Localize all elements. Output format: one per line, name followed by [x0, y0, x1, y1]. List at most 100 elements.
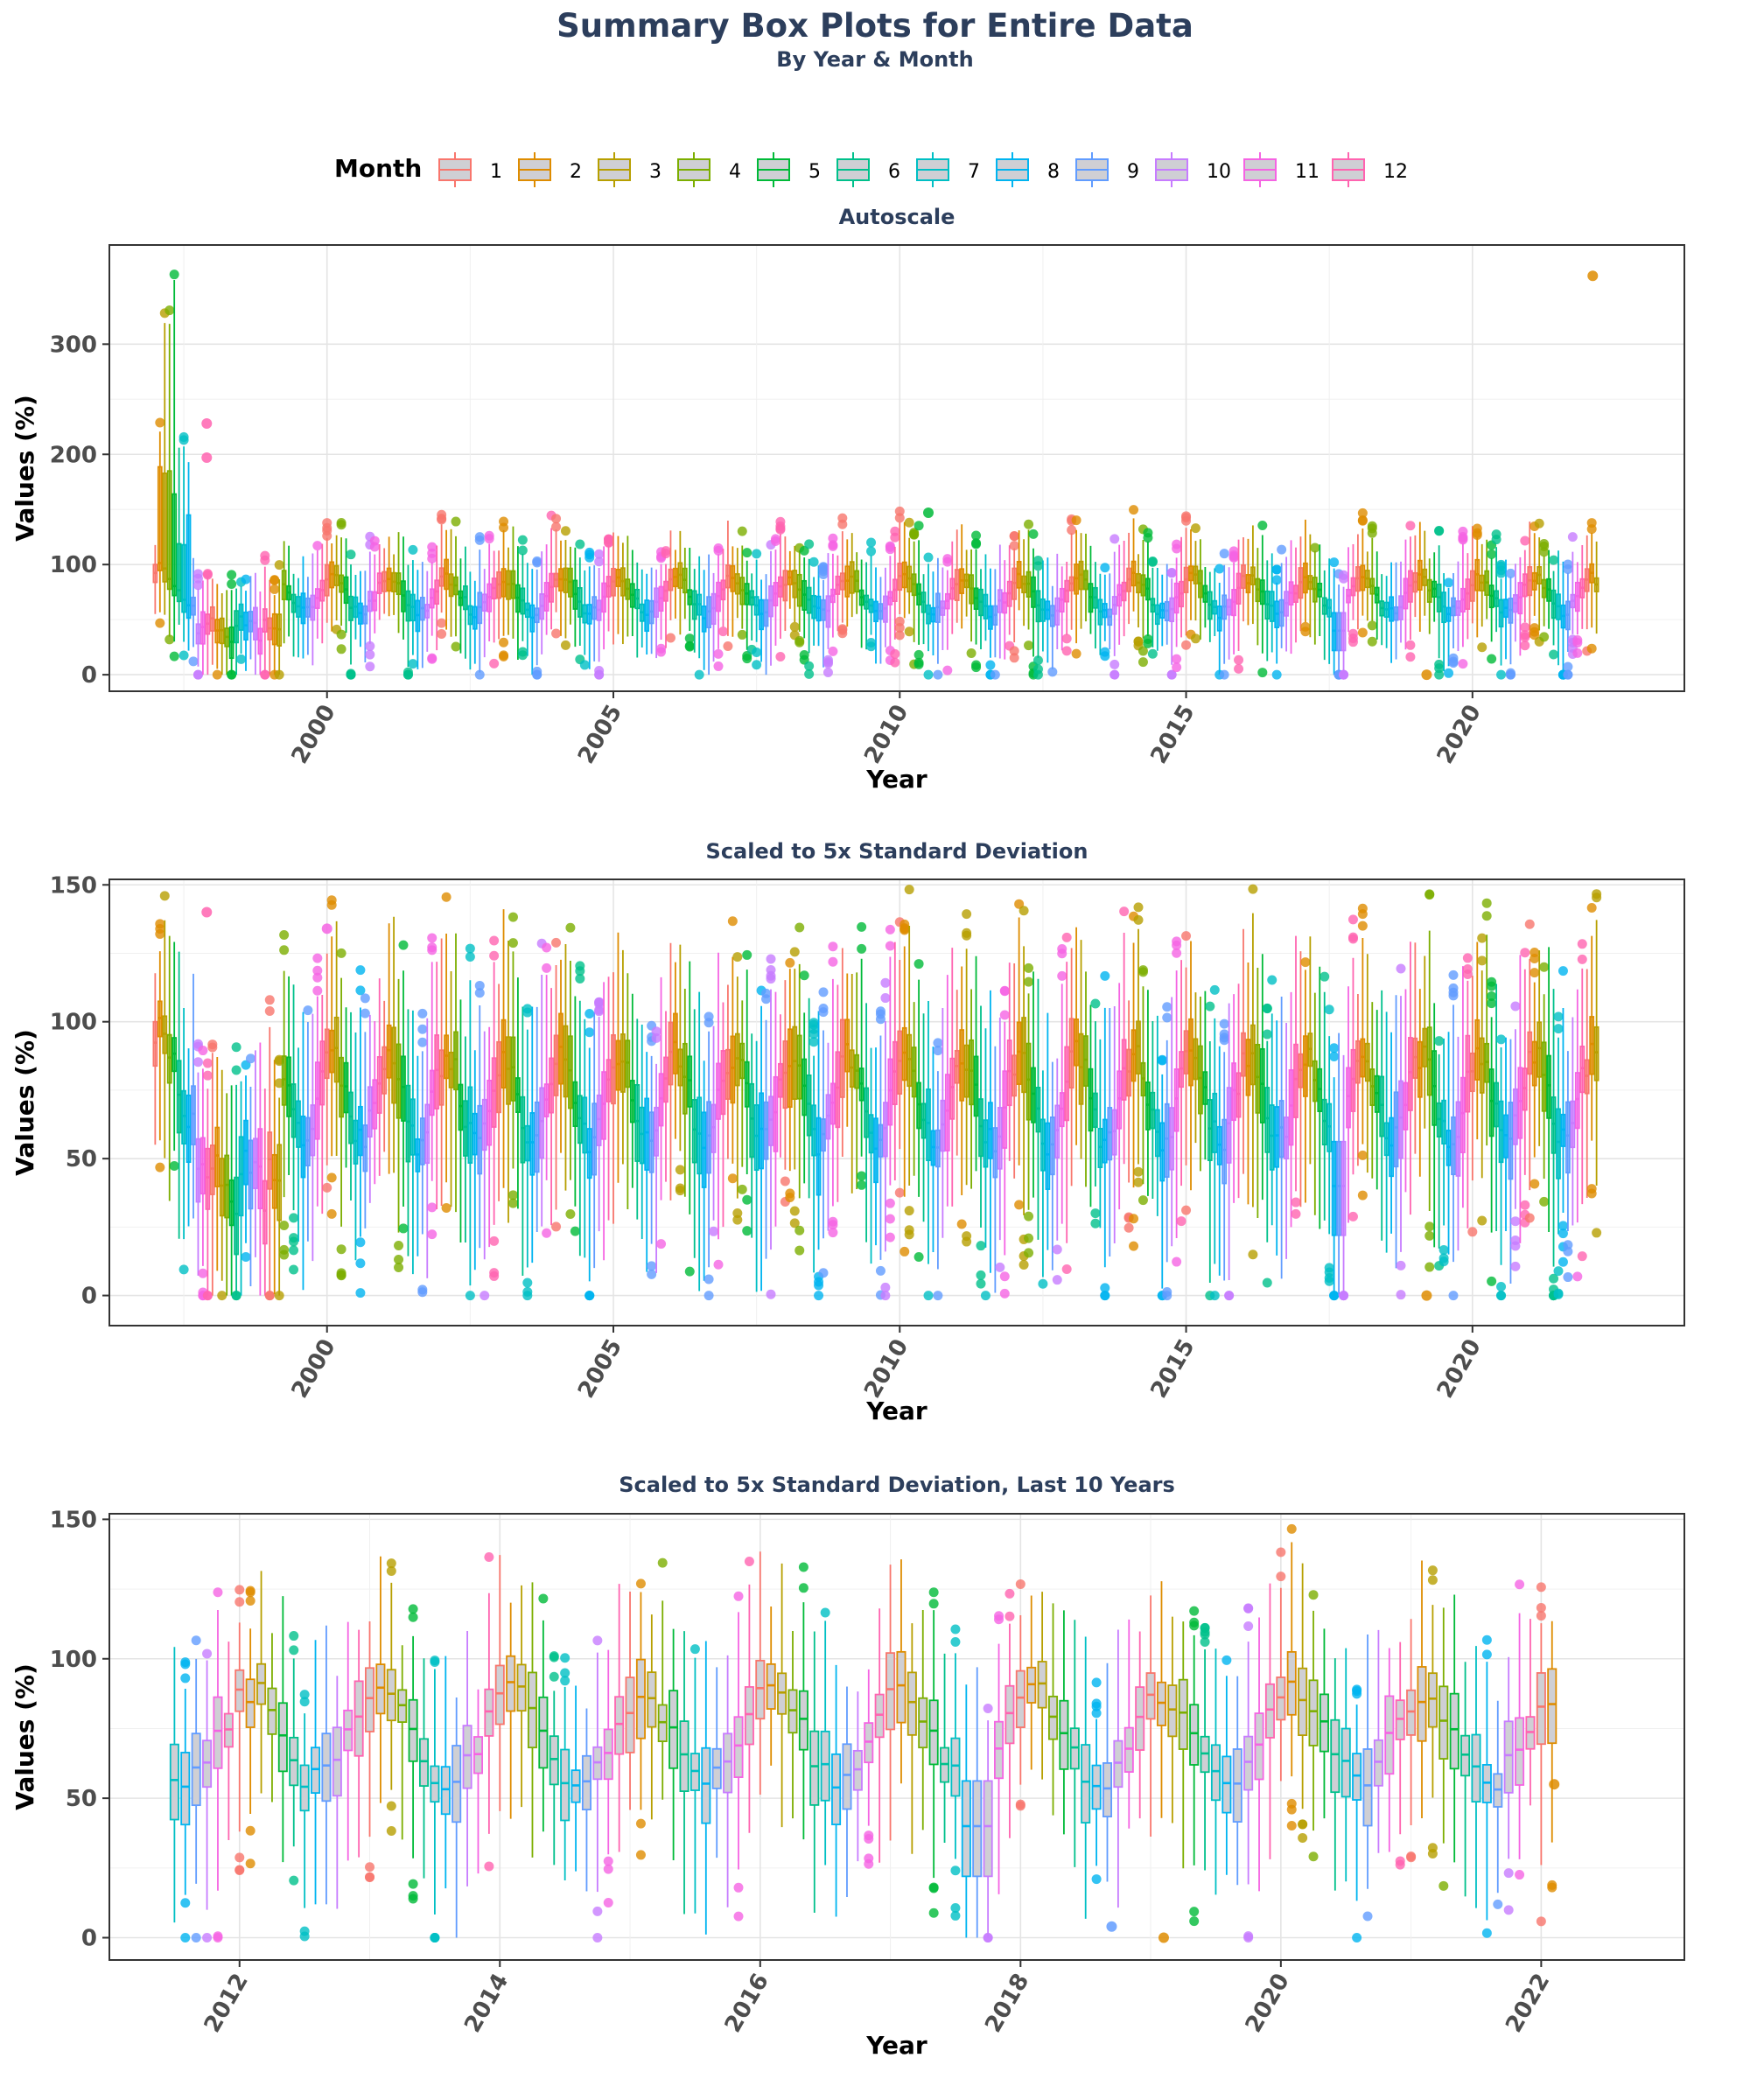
- outlier-point: [241, 1251, 251, 1262]
- outlier-point: [1009, 530, 1019, 541]
- outlier-point: [713, 543, 724, 554]
- outlier-point: [1271, 575, 1282, 585]
- outlier-point: [1024, 1233, 1034, 1243]
- box-mark: [1438, 1038, 1449, 1267]
- box-mark: [484, 530, 494, 641]
- outlier-point: [1024, 1211, 1034, 1222]
- outlier-point: [1524, 1213, 1535, 1223]
- box-mark: [1355, 994, 1361, 1166]
- outlier-point: [1427, 1843, 1438, 1853]
- box-mark: [1154, 567, 1160, 651]
- outlier-point: [814, 1277, 824, 1287]
- outlier-point: [1553, 1289, 1564, 1299]
- box-mark: [570, 1685, 581, 1872]
- outlier-point: [923, 669, 934, 680]
- box-mark: [1487, 976, 1497, 1286]
- outlier-point: [360, 1008, 370, 1018]
- outlier-point: [1271, 669, 1282, 680]
- outlier-point: [890, 526, 900, 536]
- outlier-point: [1496, 561, 1507, 571]
- legend-item-1: 1: [438, 152, 502, 187]
- box-mark: [1398, 561, 1404, 643]
- box-mark: [1334, 569, 1344, 680]
- outlier-point: [346, 668, 356, 679]
- outlier-point: [279, 1250, 290, 1260]
- outlier-point: [1458, 533, 1468, 543]
- box-mark: [332, 535, 342, 634]
- outlier-point: [1558, 1221, 1568, 1231]
- box-mark: [634, 562, 640, 658]
- outlier-point: [814, 1291, 824, 1301]
- box-mark: [828, 533, 838, 656]
- outlier-point: [1558, 669, 1568, 680]
- outlier-point: [202, 1291, 213, 1301]
- box-mark: [358, 570, 363, 648]
- box-mark: [594, 549, 605, 680]
- outlier-point: [1339, 669, 1349, 680]
- box-mark: [398, 940, 409, 1234]
- outlier-point: [1243, 1931, 1254, 1942]
- outlier-point: [1572, 648, 1583, 658]
- outlier-point: [289, 1631, 299, 1642]
- outlier-point: [264, 1005, 275, 1016]
- outlier-point: [1014, 1200, 1025, 1210]
- box-mark: [500, 909, 507, 1188]
- outlier-point: [1477, 642, 1488, 653]
- box-mark: [565, 922, 576, 1219]
- outlier-point: [1458, 659, 1468, 669]
- grid: [109, 245, 1684, 691]
- outlier-point: [808, 1018, 819, 1028]
- outlier-point: [207, 1040, 218, 1050]
- outlier-point: [657, 1558, 668, 1568]
- outlier-point: [818, 570, 829, 580]
- outlier-point: [207, 1042, 218, 1053]
- outlier-point: [499, 637, 509, 648]
- box-mark: [901, 522, 907, 619]
- outlier-point: [814, 1271, 824, 1282]
- x-tick-label: 2005: [573, 701, 627, 769]
- box-mark: [257, 1042, 263, 1296]
- outlier-point: [828, 1228, 838, 1238]
- legend-label: 10: [1207, 161, 1231, 183]
- box-mark: [1169, 997, 1175, 1247]
- box-mark: [1286, 1523, 1297, 1831]
- box-mark: [274, 560, 284, 680]
- outlier-point: [1572, 638, 1583, 648]
- outlier-point: [785, 957, 795, 968]
- outlier-point: [474, 532, 485, 542]
- box-mark: [570, 996, 580, 1236]
- outlier-point: [474, 669, 485, 680]
- box-mark: [778, 1014, 783, 1158]
- outlier-point: [551, 522, 562, 532]
- box-mark: [1059, 566, 1065, 651]
- outlier-point: [517, 535, 528, 545]
- box-mark: [200, 580, 206, 676]
- outlier-point: [684, 634, 695, 644]
- box-mark: [1248, 884, 1258, 1260]
- outlier-point: [1100, 1291, 1110, 1301]
- outlier-point: [1563, 669, 1573, 680]
- outlier-point: [274, 1056, 284, 1067]
- box-mark: [1546, 550, 1551, 629]
- box-mark: [1320, 971, 1330, 1221]
- box-mark: [310, 553, 316, 666]
- outlier-point: [1530, 623, 1540, 634]
- outlier-point: [198, 1268, 208, 1278]
- box-mark: [496, 550, 501, 640]
- box-mark: [1012, 963, 1018, 1179]
- box-mark: [1212, 568, 1218, 636]
- box-mark: [749, 1033, 755, 1238]
- outlier-point: [794, 922, 805, 933]
- outlier-point: [551, 1222, 562, 1232]
- box-mark: [463, 546, 468, 659]
- outlier-point: [191, 1635, 201, 1646]
- outlier-point: [1487, 981, 1497, 991]
- outlier-point: [1147, 556, 1158, 566]
- outlier-point: [394, 1241, 404, 1251]
- outlier-point: [857, 943, 867, 954]
- box-mark: [1088, 1004, 1094, 1208]
- outlier-point: [647, 1036, 657, 1046]
- outlier-point: [1243, 1933, 1254, 1942]
- outlier-point: [1491, 529, 1502, 540]
- box-mark: [615, 932, 621, 1183]
